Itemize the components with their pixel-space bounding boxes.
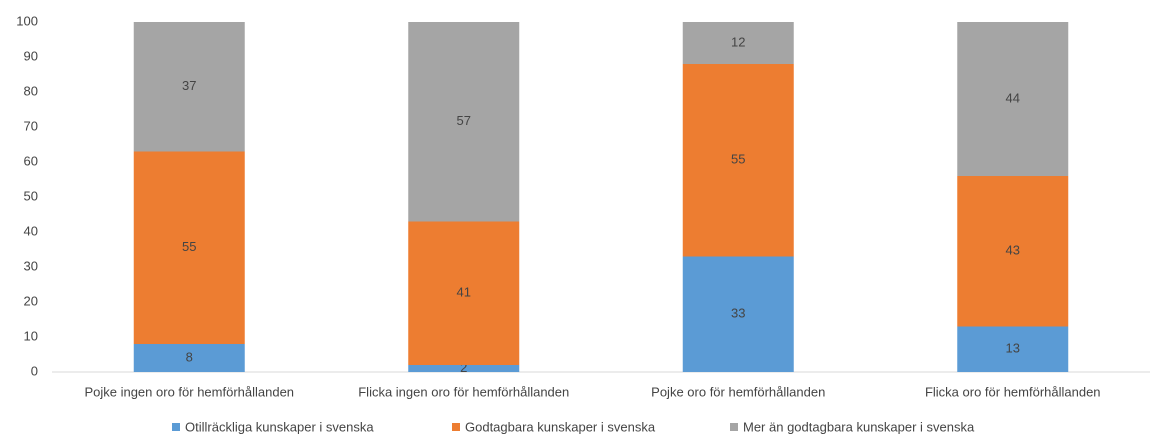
y-tick-label: 10 bbox=[24, 328, 38, 343]
bar-segment bbox=[408, 221, 520, 365]
legend-swatch bbox=[452, 423, 460, 431]
y-tick-label: 90 bbox=[24, 48, 38, 63]
bar-segment bbox=[682, 256, 794, 372]
data-label: 41 bbox=[457, 285, 471, 300]
data-label: 44 bbox=[1006, 90, 1020, 105]
y-tick-label: 50 bbox=[24, 188, 38, 203]
legend-swatch bbox=[730, 423, 738, 431]
legend-label: Godtagbara kunskaper i svenska bbox=[465, 419, 656, 434]
bar-segment bbox=[408, 22, 520, 222]
bar-segment bbox=[133, 344, 245, 372]
bar-segment bbox=[408, 365, 520, 372]
x-tick-label: Pojke ingen oro för hemförhållanden bbox=[84, 384, 294, 399]
y-tick-label: 0 bbox=[31, 363, 38, 378]
data-label: 55 bbox=[731, 152, 745, 167]
bar-segment bbox=[957, 326, 1069, 372]
bar-segment bbox=[133, 151, 245, 344]
bar-segment bbox=[133, 22, 245, 152]
data-label: 13 bbox=[1006, 341, 1020, 356]
y-tick-label: 100 bbox=[16, 13, 38, 28]
data-label: 8 bbox=[186, 349, 193, 364]
bar-segment bbox=[957, 176, 1069, 327]
data-label: 55 bbox=[182, 239, 196, 254]
data-label: 12 bbox=[731, 34, 745, 49]
legend-label: Otillräckliga kunskaper i svenska bbox=[185, 419, 374, 434]
y-tick-label: 80 bbox=[24, 83, 38, 98]
legend-label: Mer än godtagbara kunskaper i svenska bbox=[743, 419, 975, 434]
legend-swatch bbox=[172, 423, 180, 431]
y-tick-label: 70 bbox=[24, 118, 38, 133]
bar-segment bbox=[682, 22, 794, 64]
x-tick-label: Flicka ingen oro för hemförhållanden bbox=[358, 384, 569, 399]
y-tick-label: 20 bbox=[24, 293, 38, 308]
data-label: 43 bbox=[1006, 243, 1020, 258]
y-tick-label: 40 bbox=[24, 223, 38, 238]
data-label: 37 bbox=[182, 78, 196, 93]
bar-segment bbox=[682, 64, 794, 257]
data-label: 2 bbox=[460, 360, 467, 375]
x-tick-label: Flicka oro för hemförhållanden bbox=[925, 384, 1101, 399]
x-tick-label: Pojke oro för hemförhållanden bbox=[651, 384, 825, 399]
data-label: 57 bbox=[457, 113, 471, 128]
data-label: 33 bbox=[731, 306, 745, 321]
y-tick-label: 30 bbox=[24, 258, 38, 273]
bar-segment bbox=[957, 22, 1069, 176]
y-tick-label: 60 bbox=[24, 153, 38, 168]
